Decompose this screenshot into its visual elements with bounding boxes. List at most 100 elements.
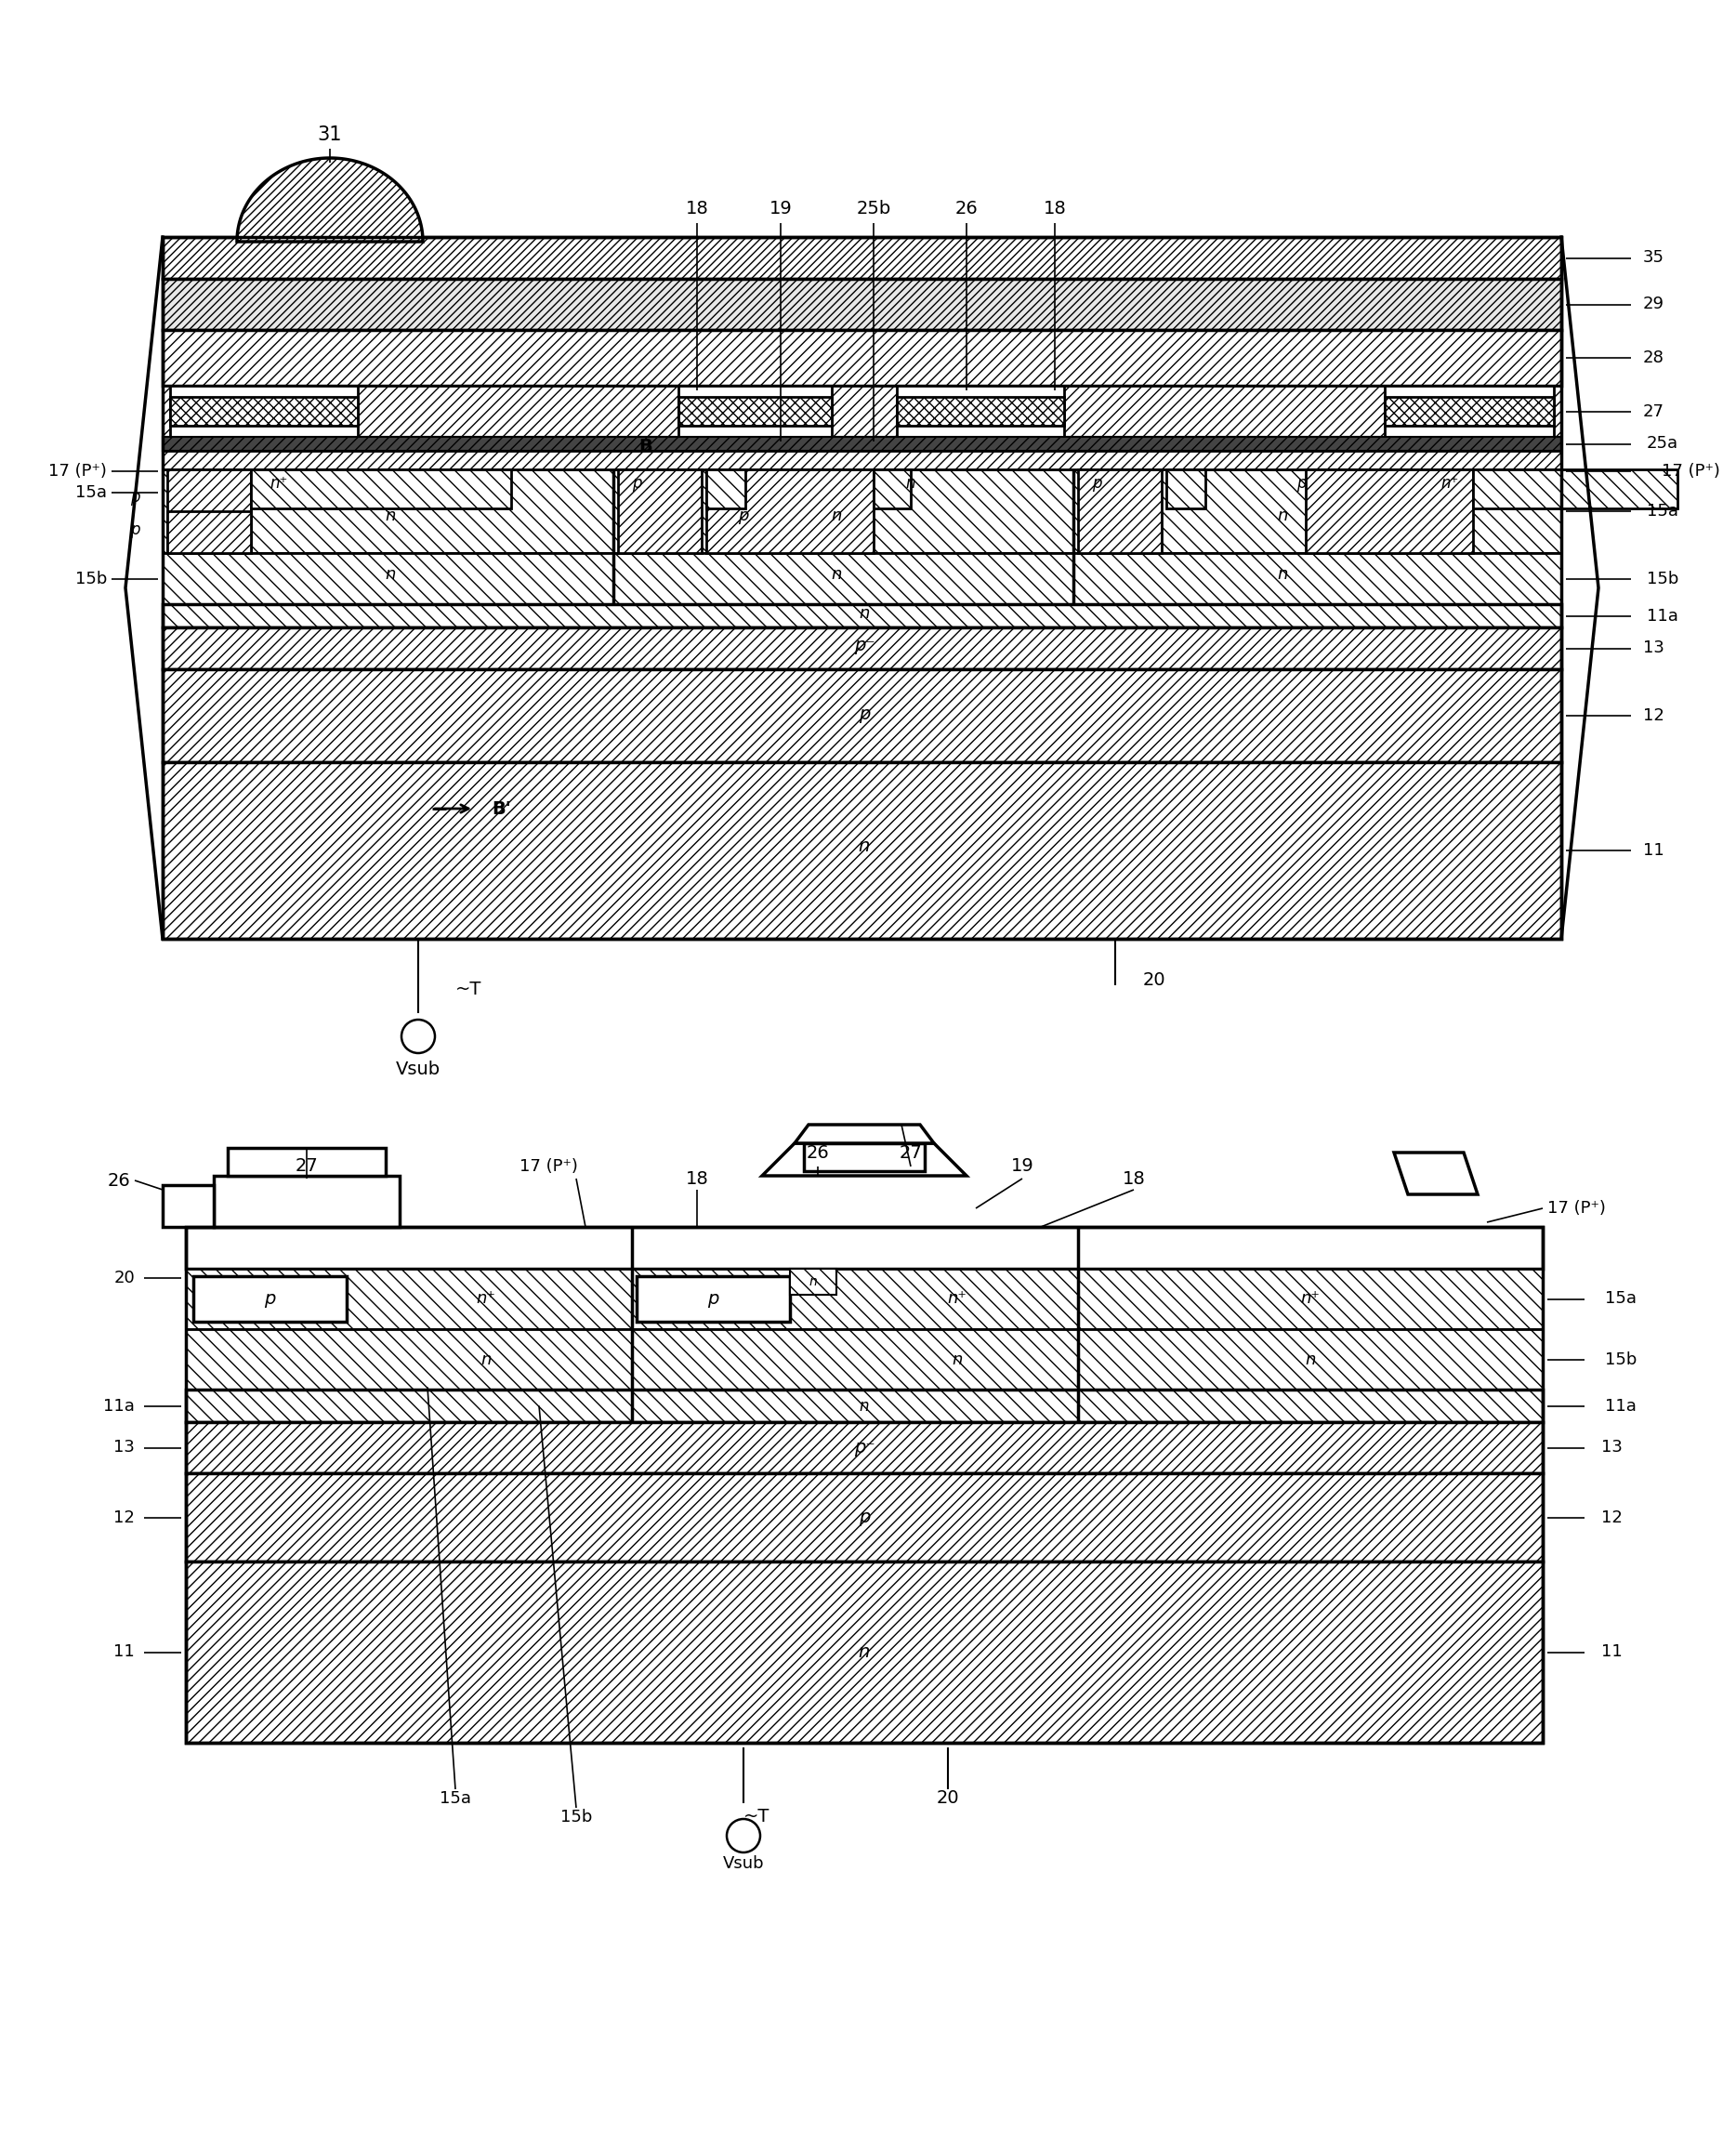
Bar <box>163 450 1561 470</box>
Text: 28: 28 <box>1642 350 1665 367</box>
Text: 26: 26 <box>806 1144 830 1161</box>
Text: 29: 29 <box>1642 297 1665 312</box>
Text: 11: 11 <box>1642 841 1665 858</box>
Bar <box>186 1561 1543 1742</box>
Text: 19: 19 <box>1010 1157 1033 1176</box>
Bar <box>898 386 1064 438</box>
Text: p: p <box>130 521 139 538</box>
Bar <box>186 1422 1543 1473</box>
Bar <box>873 470 911 508</box>
Text: n: n <box>481 1351 491 1369</box>
Bar <box>214 1176 399 1228</box>
Text: n: n <box>951 1351 962 1369</box>
Text: p: p <box>1092 474 1102 491</box>
Text: 11: 11 <box>1601 1644 1623 1661</box>
Bar <box>707 470 745 508</box>
Text: p: p <box>130 489 139 506</box>
Bar <box>790 1268 837 1294</box>
Text: 15b: 15b <box>561 1808 592 1825</box>
Bar <box>613 470 1073 553</box>
Text: B: B <box>639 438 653 455</box>
Bar <box>163 438 1561 450</box>
Bar <box>1073 553 1561 604</box>
Text: ~T: ~T <box>455 982 483 999</box>
Text: 25b: 25b <box>856 201 891 218</box>
Text: n: n <box>1278 508 1288 525</box>
Bar <box>637 1277 790 1322</box>
Text: p: p <box>738 508 748 525</box>
Text: 17 (P⁺): 17 (P⁺) <box>519 1157 578 1174</box>
Text: 15a: 15a <box>75 485 108 502</box>
Bar <box>252 470 510 508</box>
Text: 19: 19 <box>769 201 792 218</box>
Text: p: p <box>859 1509 870 1527</box>
Bar <box>163 438 1561 450</box>
Bar <box>163 604 1561 628</box>
Text: p⁻: p⁻ <box>854 636 875 655</box>
Bar <box>1305 470 1474 553</box>
Bar <box>1167 470 1205 508</box>
Bar <box>1474 470 1677 508</box>
Text: p: p <box>264 1290 276 1309</box>
Text: n: n <box>859 1398 870 1413</box>
Polygon shape <box>1394 1153 1477 1193</box>
Text: 12: 12 <box>1642 707 1665 724</box>
Text: 12: 12 <box>113 1509 135 1527</box>
Text: n⁺: n⁺ <box>269 474 288 491</box>
Text: 15a: 15a <box>1606 1290 1637 1307</box>
Bar <box>163 470 613 553</box>
Text: 26: 26 <box>955 201 977 218</box>
Bar <box>613 553 1073 604</box>
Bar <box>163 237 1561 280</box>
Text: Vsub: Vsub <box>396 1061 441 1078</box>
Bar <box>618 470 701 553</box>
Bar <box>186 1228 1543 1742</box>
Text: 11: 11 <box>113 1644 135 1661</box>
Text: 13: 13 <box>1601 1439 1623 1456</box>
Bar <box>1385 397 1554 425</box>
Text: B': B' <box>493 801 512 818</box>
Text: n: n <box>859 604 870 621</box>
Text: ~T: ~T <box>743 1808 769 1825</box>
Text: n: n <box>385 566 396 583</box>
Text: n: n <box>809 1275 818 1287</box>
Bar <box>163 237 1561 939</box>
Text: n⁺: n⁺ <box>1300 1290 1319 1307</box>
Text: p: p <box>1297 474 1305 491</box>
Text: n: n <box>1305 1351 1316 1369</box>
Text: p: p <box>708 1290 719 1309</box>
Bar <box>679 386 832 438</box>
Text: 20: 20 <box>1142 971 1167 989</box>
Text: 35: 35 <box>1642 250 1665 267</box>
Text: 11a: 11a <box>1606 1398 1637 1413</box>
Text: n: n <box>859 1644 870 1661</box>
Text: 12: 12 <box>1601 1509 1623 1527</box>
Bar <box>1078 1268 1543 1330</box>
Bar <box>679 397 832 425</box>
Bar <box>1385 386 1554 438</box>
Text: p: p <box>632 474 642 491</box>
Bar <box>163 553 613 604</box>
Text: n: n <box>1278 566 1288 583</box>
Text: p⁻: p⁻ <box>854 1439 875 1456</box>
Text: 15a: 15a <box>1647 504 1679 519</box>
Text: n⁺: n⁺ <box>476 1290 496 1307</box>
Bar <box>804 1142 925 1172</box>
Bar <box>632 1268 1078 1330</box>
Text: n⁺: n⁺ <box>1441 474 1458 491</box>
Text: 27: 27 <box>295 1157 318 1176</box>
Text: 15a: 15a <box>439 1789 470 1806</box>
Text: 18: 18 <box>1121 1170 1146 1187</box>
Bar <box>186 1268 632 1330</box>
Bar <box>193 1277 347 1322</box>
Bar <box>163 1185 214 1228</box>
Text: 18: 18 <box>686 1170 708 1187</box>
Bar <box>227 1149 385 1176</box>
Text: Vsub: Vsub <box>722 1855 764 1872</box>
Bar <box>186 1473 1543 1561</box>
Text: 15b: 15b <box>1606 1351 1637 1369</box>
Text: 20: 20 <box>936 1789 960 1808</box>
Bar <box>632 1330 1078 1390</box>
Bar <box>163 386 1561 438</box>
Text: 17 (P⁺): 17 (P⁺) <box>1661 463 1720 480</box>
